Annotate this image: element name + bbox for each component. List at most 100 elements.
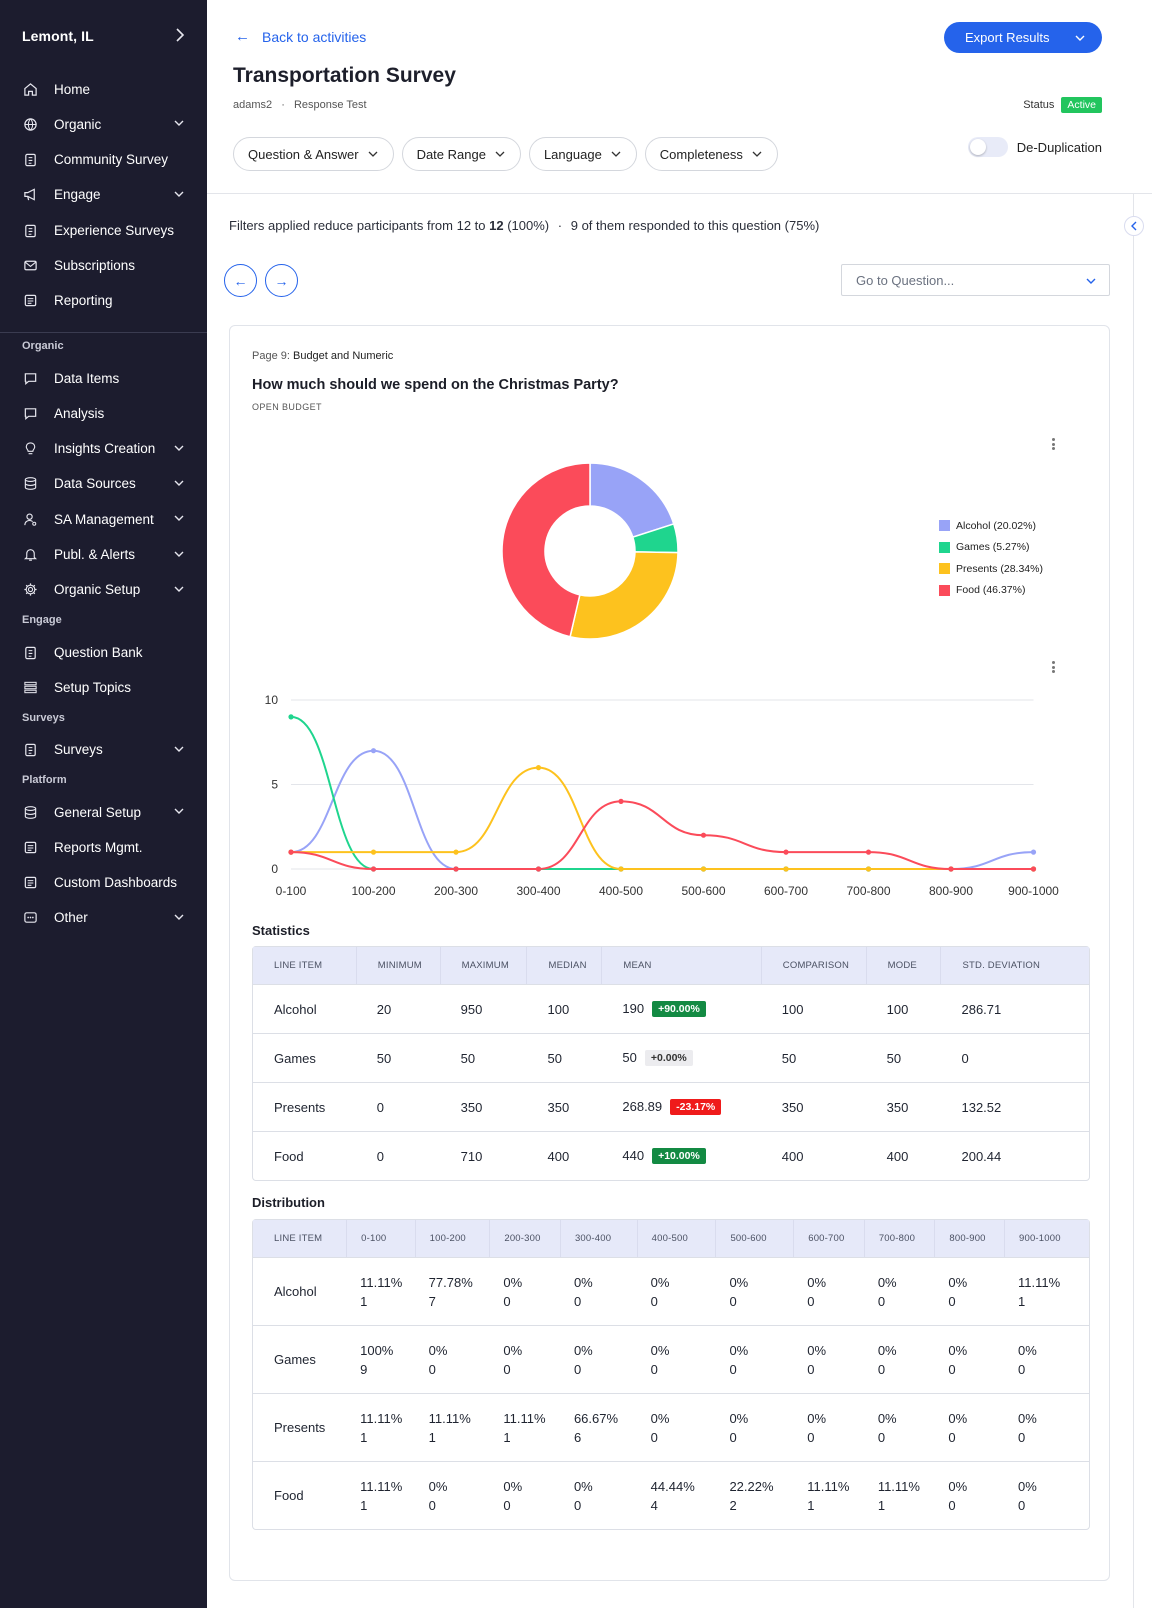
- sidebar-item-analysis[interactable]: Analysis: [0, 396, 207, 430]
- sidebar-item-setup-topics[interactable]: Setup Topics: [0, 670, 207, 704]
- donut-slice-food[interactable]: [501, 462, 591, 638]
- sidebar-item-data-sources[interactable]: Data Sources: [0, 467, 207, 501]
- distribution-cell: 11.11% 1: [346, 1257, 415, 1325]
- database-icon: [22, 476, 38, 492]
- y-tick-label: 5: [271, 778, 278, 792]
- filter-summary: Filters applied reduce participants from…: [229, 218, 819, 233]
- prev-question-button[interactable]: ←: [224, 264, 257, 297]
- sidebar-item-general-setup[interactable]: General Setup: [0, 795, 207, 829]
- distribution-cell: 11.11% 1: [863, 1461, 935, 1529]
- chevron-down-icon: [174, 191, 184, 197]
- legend-item[interactable]: Alcohol (20.02%): [939, 515, 1043, 537]
- dedup-toggle[interactable]: [967, 137, 1008, 157]
- percent: 0%: [650, 1342, 670, 1358]
- sidebar-item-data-items[interactable]: Data Items: [0, 361, 207, 395]
- count: 2: [729, 1497, 737, 1513]
- sidebar-item-organic[interactable]: Organic: [0, 107, 207, 141]
- sidebar-item-experience-surveys[interactable]: Experience Surveys: [0, 213, 207, 247]
- column-header: 500-600: [715, 1220, 794, 1257]
- filter-language[interactable]: Language: [528, 137, 637, 171]
- sidebar-item-label: Question Bank: [54, 644, 143, 660]
- sidebar-item-insights-creation[interactable]: Insights Creation: [0, 432, 207, 466]
- filter-question-answer[interactable]: Question & Answer: [233, 137, 394, 171]
- sidebar-item-sa-management[interactable]: SA Management: [0, 502, 207, 536]
- distribution-header-row: LINE ITEM 0-100 100-200 200-300 300-400 400-5…: [253, 1220, 1089, 1257]
- legend-item[interactable]: Presents (28.34%): [939, 558, 1043, 580]
- count: 1: [503, 1429, 511, 1445]
- line-item: Alcohol: [253, 1257, 347, 1325]
- sidebar-item-engage[interactable]: Engage: [0, 178, 207, 212]
- filter-label: Language: [543, 146, 602, 162]
- table-row: Alcohol 20 950 100 190 +90.00% 100 100 28…: [253, 984, 1089, 1033]
- filter-label: Question & Answer: [248, 146, 359, 162]
- x-tick-label: 100-200: [351, 884, 395, 898]
- percent: 0%: [807, 1274, 827, 1290]
- sidebar-item-subscriptions[interactable]: Subscriptions: [0, 249, 207, 283]
- donut-menu-icon[interactable]: [1047, 436, 1059, 452]
- sidebar-item-question-bank[interactable]: Question Bank: [0, 635, 207, 669]
- next-question-button[interactable]: →: [265, 264, 298, 297]
- chevron-right-icon[interactable]: [175, 27, 185, 45]
- distribution-cell: 0% 0: [414, 1461, 490, 1529]
- column-header: 0-100: [346, 1220, 415, 1257]
- sidebar-item-label: Insights Creation: [54, 441, 156, 457]
- sidebar-section-title: Engage: [22, 614, 62, 627]
- donut-slice-alcohol[interactable]: [589, 462, 675, 539]
- donut-slice-presents[interactable]: [569, 551, 679, 640]
- minimum: 50: [355, 1033, 440, 1082]
- comparison: 100: [760, 984, 866, 1033]
- column-header: MINIMUM: [355, 947, 440, 984]
- count: 0: [948, 1497, 956, 1513]
- chevron-left-icon: [1131, 221, 1137, 231]
- sidebar-item-community-survey[interactable]: Community Survey: [0, 143, 207, 177]
- filter-date-range[interactable]: Date Range: [401, 137, 521, 171]
- collapse-panel-button[interactable]: [1124, 216, 1144, 236]
- go-to-question-select[interactable]: Go to Question...: [841, 264, 1110, 296]
- legend-item[interactable]: Food (46.37%): [939, 580, 1043, 602]
- sidebar-item-other[interactable]: Other: [0, 901, 207, 935]
- distribution-cell: 11.11% 1: [1003, 1257, 1089, 1325]
- clipboard-icon: [22, 742, 38, 758]
- header-divider: [207, 193, 1152, 194]
- sidebar-item-organic-setup[interactable]: Organic Setup: [0, 573, 207, 607]
- back-link[interactable]: ← Back to activities: [235, 28, 366, 45]
- sidebar-item-label: Experience Surveys: [54, 222, 175, 238]
- sidebar-item-label: Engage: [54, 187, 101, 203]
- series-point-presents: [865, 866, 872, 872]
- globe-icon: [22, 116, 38, 132]
- distribution-cell: 44.44% 4: [636, 1461, 716, 1529]
- page-label: Page 9: Budget and Numeric: [252, 350, 393, 362]
- sidebar-item-reports-mgmt[interactable]: Reports Mgmt.: [0, 830, 207, 864]
- count: 0: [948, 1361, 956, 1377]
- column-header: 800-900: [934, 1220, 1004, 1257]
- statistics-title: Statistics: [252, 923, 310, 938]
- sidebar-item-reporting[interactable]: Reporting: [0, 284, 207, 318]
- sidebar-item-publ-alerts[interactable]: Publ. & Alerts: [0, 538, 207, 572]
- sidebar-item-surveys[interactable]: Surveys: [0, 733, 207, 767]
- megaphone-icon: [22, 187, 38, 203]
- count: 7: [428, 1293, 436, 1309]
- chat-icon: [22, 370, 38, 386]
- sidebar-item-custom-dashboards[interactable]: Custom Dashboards: [0, 866, 207, 900]
- sidebar-item-label: Community Survey: [54, 152, 169, 168]
- percent: 11.11%: [1017, 1274, 1061, 1290]
- sidebar-item-label: Surveys: [54, 742, 103, 758]
- distribution-title: Distribution: [252, 1195, 325, 1210]
- percent: 11.11%: [877, 1478, 920, 1494]
- count: 0: [428, 1361, 436, 1377]
- legend-item[interactable]: Games (5.27%): [939, 537, 1043, 559]
- count: 0: [428, 1497, 436, 1513]
- distribution-cell: 0% 0: [715, 1393, 794, 1461]
- std-deviation: 200.44: [940, 1131, 1089, 1180]
- sidebar-item-home[interactable]: Home: [0, 72, 207, 106]
- change-badge: +0.00%: [644, 1050, 693, 1066]
- database-icon: [22, 804, 38, 820]
- line-chart-menu-icon[interactable]: [1047, 659, 1059, 675]
- distribution-cell: 11.11% 1: [414, 1393, 490, 1461]
- survey-subtitle: Response Test: [293, 99, 367, 111]
- percent: 0%: [877, 1410, 897, 1426]
- filter-completeness[interactable]: Completeness: [644, 137, 778, 171]
- count: 1: [1017, 1293, 1026, 1309]
- export-results-button[interactable]: Export Results: [944, 22, 1102, 53]
- chevron-down-icon: [174, 586, 184, 592]
